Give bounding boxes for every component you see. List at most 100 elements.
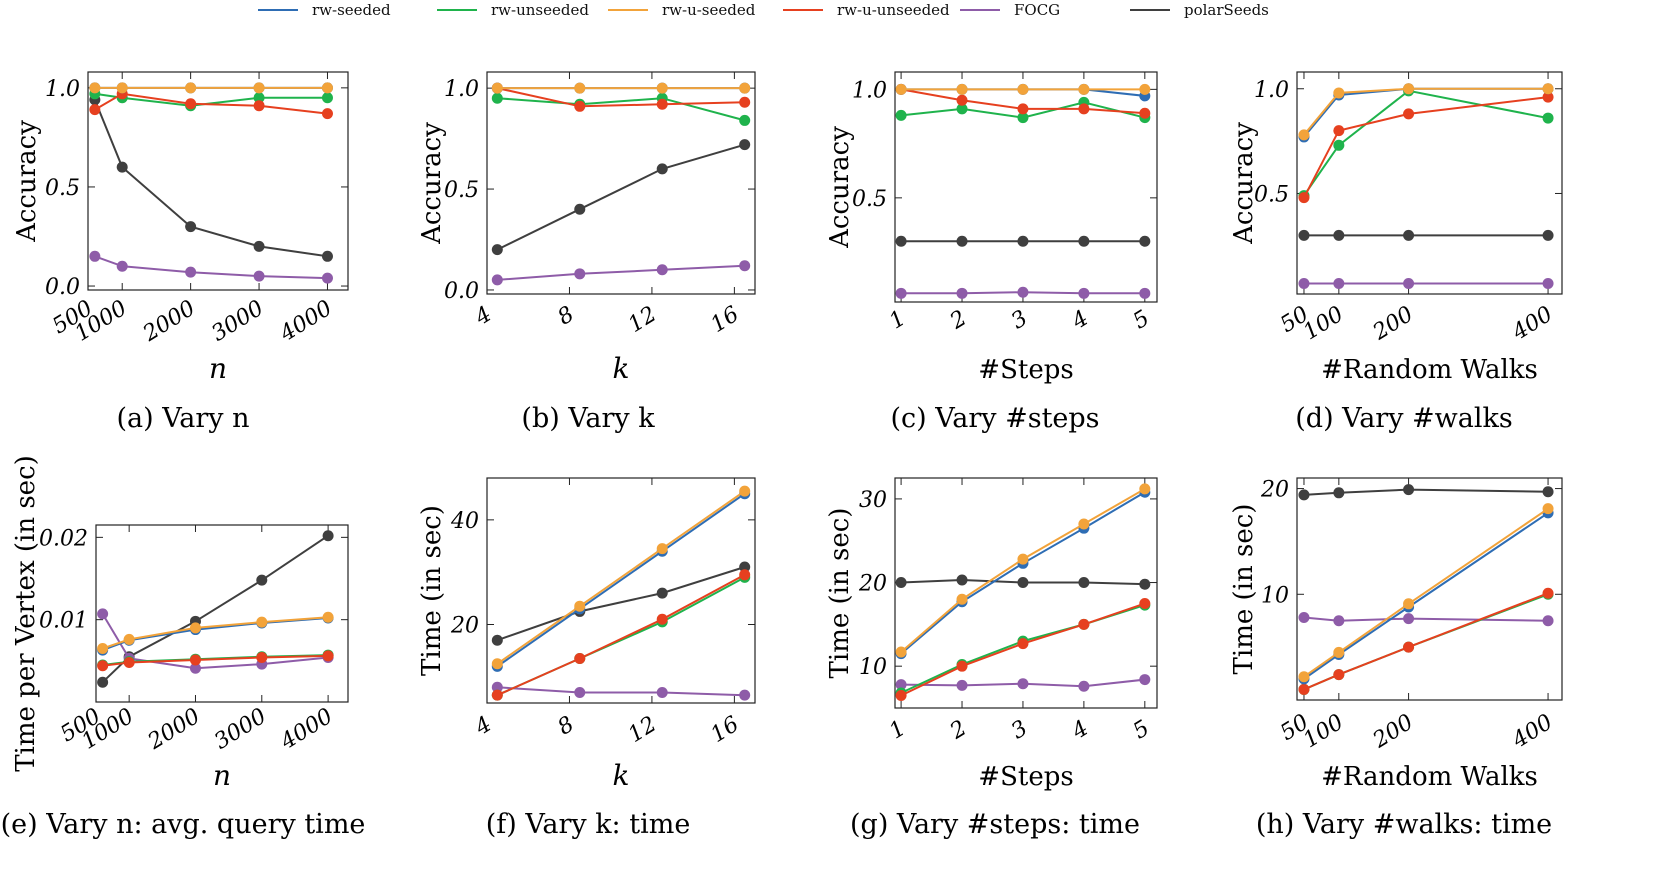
legend-swatch [1130,9,1170,11]
x-tick-label: 1 [885,716,910,745]
chart-caption: (h) Vary #walks: time [1256,809,1552,840]
chart-caption: (a) Vary n [117,403,250,434]
x-tick-label: 5 [1129,716,1154,745]
data-point [322,650,334,662]
legend-label: rw-unseeded [491,1,589,19]
x-tick-label: 4 [470,712,496,741]
data-point [185,82,197,94]
x-tick-label: 16 [707,712,744,748]
y-tick-label: 0.5 [852,187,887,212]
data-point [1403,598,1415,610]
data-point [256,574,268,586]
data-point [1403,108,1415,120]
data-point [1298,671,1310,683]
data-point [1298,129,1310,141]
data-point [1139,287,1151,299]
series-rw-u-seeded [1298,83,1554,141]
data-point [321,250,333,262]
data-point [739,569,751,581]
data-point [1542,83,1554,95]
data-point [491,274,503,286]
data-point [1017,638,1029,650]
x-axis-label: #Steps [978,762,1073,792]
data-point [97,676,109,688]
x-tick-label: 200 [1368,710,1418,754]
data-point [1333,229,1345,241]
chart-c: 0.5 1.0 1 2 3 4 5 #Steps Accuracy (c) Vary #steps [825,71,1158,434]
data-point [1542,503,1554,515]
x-tick-label: 4 [1067,716,1093,745]
series-rw-u-unseeded [1298,91,1554,204]
data-point [321,92,333,104]
data-point [656,587,668,599]
legend-item-polarSeeds: polarSeeds [1130,0,1269,20]
series-rw-u-unseeded [97,650,334,672]
data-point [189,662,201,674]
data-point [1542,112,1554,124]
data-point [256,616,268,628]
x-tick-label: 400 [1508,710,1558,754]
data-point [739,260,751,272]
series-line [496,566,746,642]
data-point [189,654,201,666]
data-point [1139,674,1151,686]
y-tick-label: 0.0 [45,275,80,300]
plot-frame [894,477,1158,709]
data-point [123,656,135,668]
y-axis-label: Time (in sec) [825,508,855,679]
y-tick-label: 20 [1260,478,1289,503]
series-line [94,92,328,115]
data-point [1333,139,1345,151]
series-rw-u-seeded [491,485,751,670]
legend-item-rw-u-seeded: rw-u-seeded [608,0,755,20]
data-point [1403,229,1415,241]
y-tick-label: 1.0 [444,77,479,102]
data-point [253,270,265,282]
data-point [97,608,109,620]
data-point [1078,287,1090,299]
data-point [1403,278,1415,290]
series-line [102,617,329,652]
series-line [102,616,329,650]
series-line [497,97,745,122]
data-point [1333,669,1345,681]
data-point [189,622,201,634]
data-point [322,530,334,542]
data-point [656,98,668,110]
chart-caption: (d) Vary #walks [1295,403,1512,434]
data-point [256,652,268,664]
data-point [656,264,668,276]
data-point [574,82,586,94]
data-point [491,681,503,693]
data-point [656,687,668,699]
chart-g: 10 20 30 1 2 3 4 5 #Steps Time (in sec) (g) Vary #… [825,477,1158,840]
series-line [1303,488,1549,496]
data-point [1403,613,1415,625]
data-point [321,272,333,284]
data-point [1298,278,1310,290]
series-FOCG [89,250,333,284]
data-point [956,235,968,247]
plot-frame [1296,477,1563,701]
series-polarSeeds [1298,484,1554,501]
data-point [1333,278,1345,290]
series-rw-unseeded [491,92,751,126]
legend-swatch [608,9,648,11]
y-tick-label: 1.0 [1254,78,1289,103]
data-point [895,235,907,247]
data-point [116,82,128,94]
legend-label: polarSeeds [1184,1,1269,19]
series-line [497,686,745,697]
data-point [656,543,668,555]
y-axis-label: Time per Vertex (in sec) [11,455,41,772]
y-tick-label: 20 [858,572,887,597]
series-rw-seeded [1298,507,1554,685]
legend-item-rw-unseeded: rw-unseeded [437,0,589,20]
chart-caption: (b) Vary k [521,403,655,434]
data-point [739,139,751,151]
data-point [185,266,197,278]
y-axis-label: Time (in sec) [1229,504,1259,675]
series-line [496,573,746,697]
data-point [895,577,907,589]
legend-swatch [960,9,1000,11]
